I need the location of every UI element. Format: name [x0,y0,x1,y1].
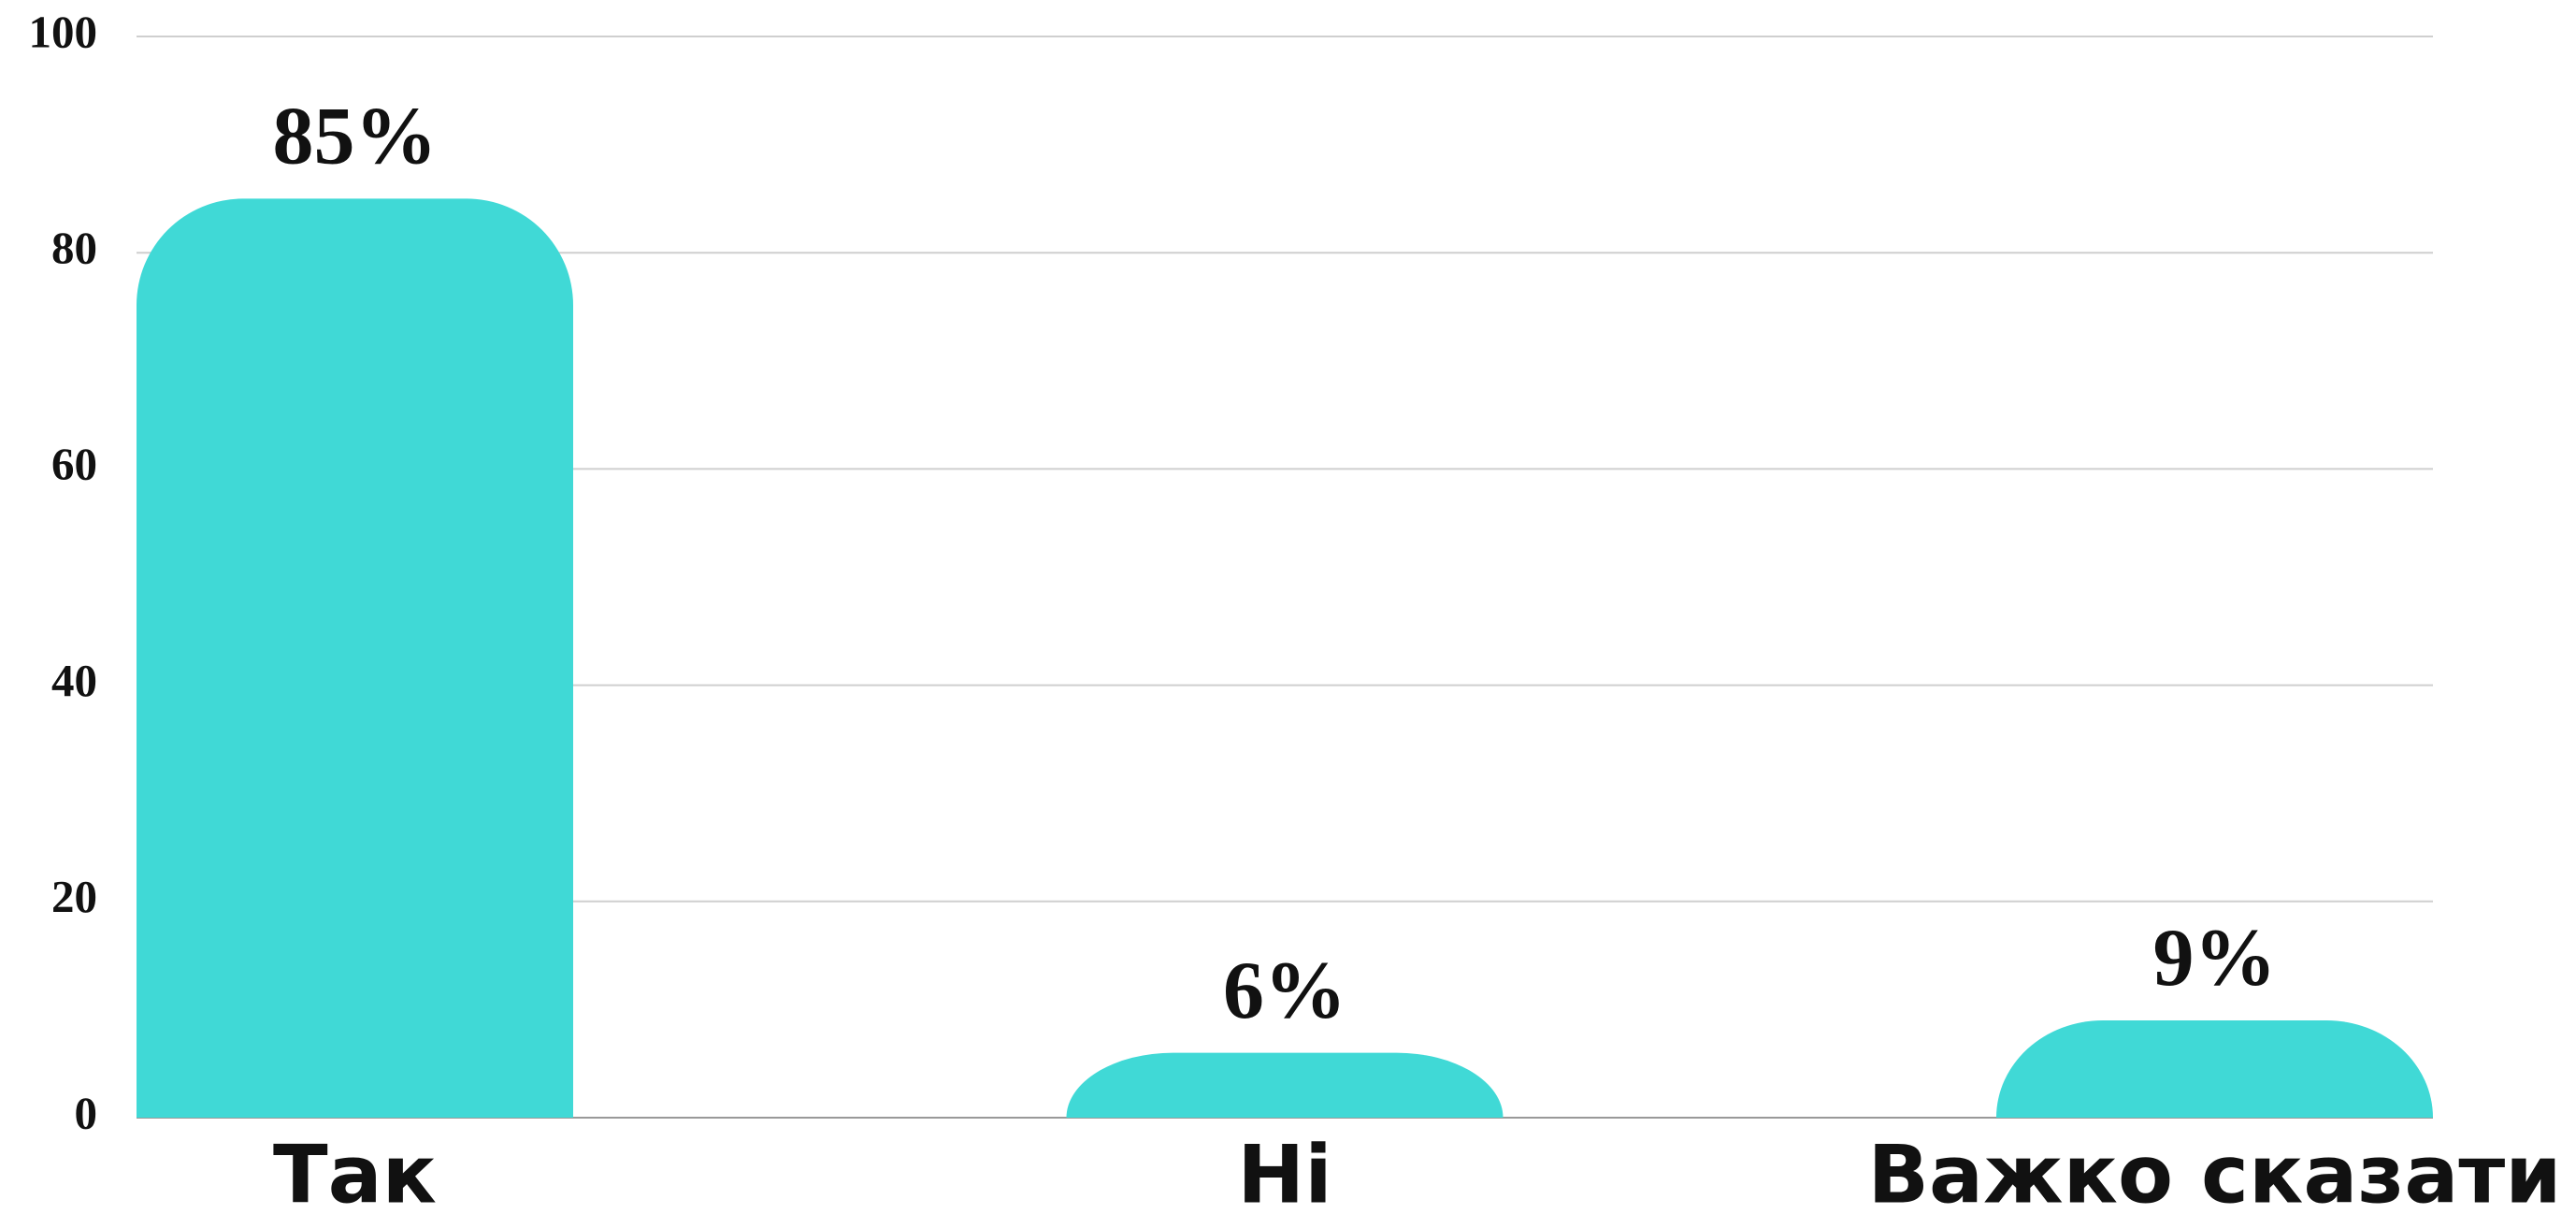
value-label: 85% [273,92,438,182]
bar [1996,1019,2433,1118]
x-tick-label: Так [273,1128,437,1214]
bar [137,198,573,1118]
x-tick-label: Ні [1237,1128,1331,1214]
y-tick-label: 60 [51,439,97,490]
y-tick-label: 40 [51,655,97,706]
x-tick-label: Важко сказати [1867,1128,2561,1214]
y-tick-label: 100 [29,6,98,57]
value-label: 9% [2153,913,2277,1004]
value-label: 6% [1223,946,1346,1036]
bar [1066,1052,1504,1118]
y-tick-label: 20 [51,871,97,922]
y-tick-label: 0 [75,1087,98,1138]
y-tick-label: 80 [51,222,97,273]
